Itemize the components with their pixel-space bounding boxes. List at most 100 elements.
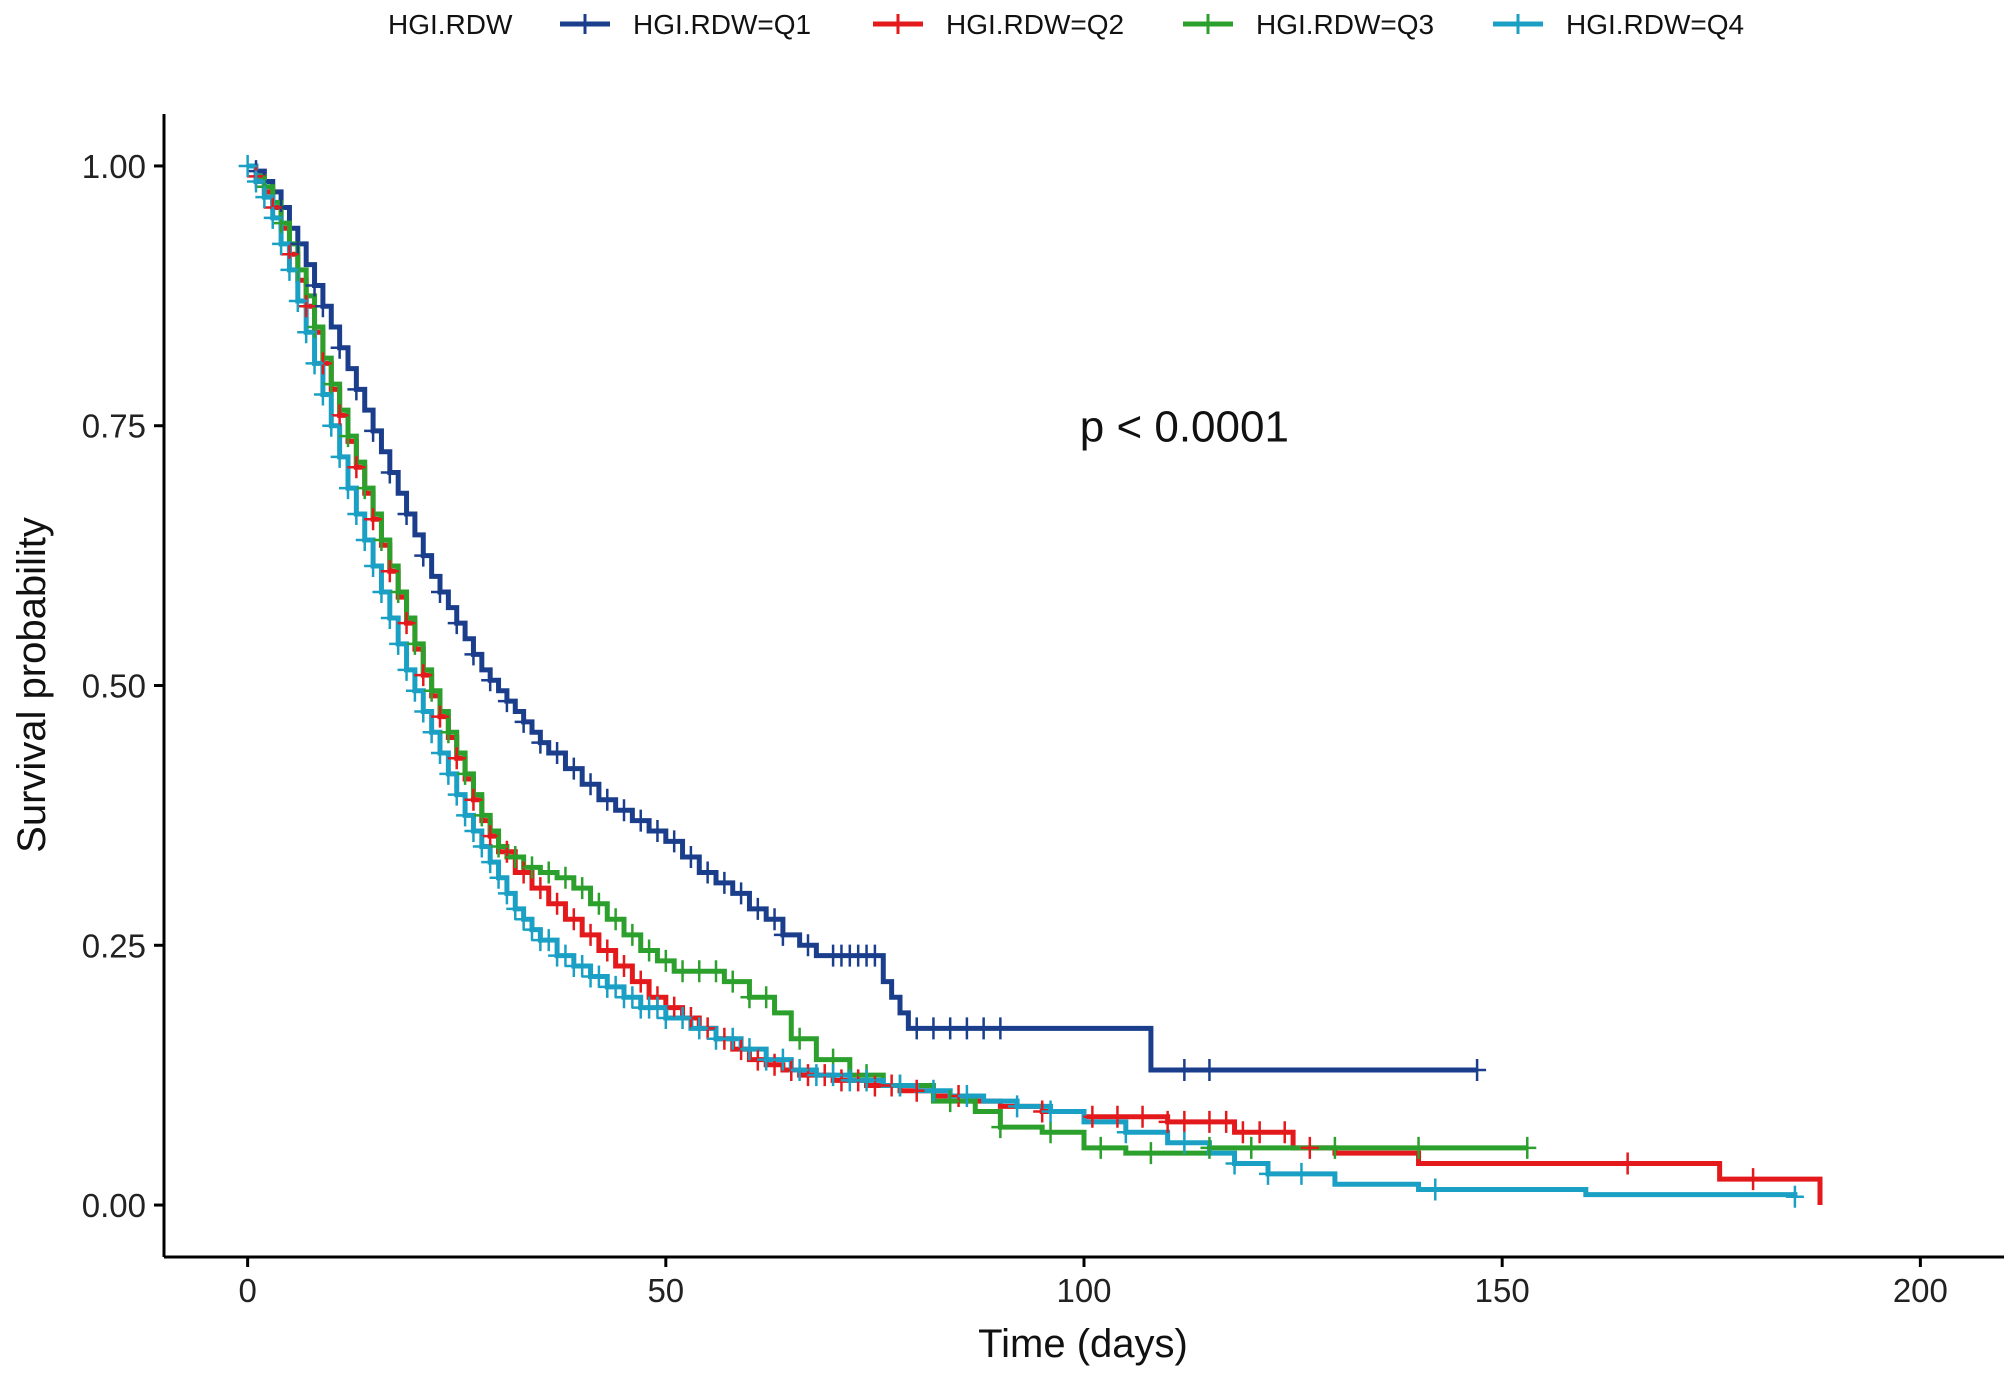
censor-mark [1217, 1110, 1236, 1133]
censor-mark [322, 414, 341, 437]
censor-mark [1242, 1136, 1261, 1159]
censor-mark [773, 1048, 792, 1071]
censor-mark [364, 508, 383, 531]
censor-mark [723, 1027, 742, 1050]
censor-mark [581, 923, 600, 946]
censor-mark [380, 606, 399, 629]
censor-mark [514, 861, 533, 884]
censor-mark [431, 705, 449, 728]
censor-mark [431, 742, 449, 765]
censor-mark [347, 503, 366, 526]
censor-mark [1200, 1058, 1219, 1081]
censor-mark [765, 908, 784, 931]
x-tick-label: 150 [1475, 1272, 1530, 1309]
x-tick-label: 50 [647, 1272, 684, 1309]
legend-item-q1: HGI.RDW=Q1 [560, 9, 811, 40]
censor-mark [598, 788, 617, 811]
censor-mark [757, 1048, 776, 1071]
censor-mark [1259, 1162, 1277, 1185]
censor-mark [372, 580, 391, 603]
censor-mark [548, 742, 567, 765]
x-ticks: 0 50 100 150 200 [238, 1257, 1948, 1309]
censor-mark [472, 835, 491, 858]
censor-mark [1175, 1110, 1194, 1133]
censor-mark [957, 1017, 976, 1040]
censor-mark [489, 866, 508, 889]
censor-mark [464, 643, 483, 666]
censor-mark [623, 923, 642, 946]
censor-mark [514, 710, 533, 733]
censor-marks [238, 154, 1804, 1208]
censor-mark [481, 825, 500, 848]
censor-mark [497, 840, 516, 863]
censor-mark [313, 295, 332, 318]
censor-mark [1518, 1136, 1537, 1159]
censor-mark [1468, 1058, 1487, 1081]
censor-mark [773, 923, 792, 946]
censor-mark [924, 1017, 943, 1040]
censor-mark [1618, 1152, 1637, 1175]
censor-mark [447, 747, 466, 770]
censor-mark [589, 892, 608, 915]
censor-mark [414, 664, 433, 687]
censor-mark [556, 866, 575, 889]
censor-mark [1041, 1121, 1060, 1144]
censor-mark [556, 944, 575, 967]
censor-mark [347, 456, 366, 479]
censor-mark [456, 762, 475, 785]
censor-mark [1141, 1142, 1160, 1165]
censor-mark [740, 986, 759, 1009]
x-tick-label: 200 [1893, 1272, 1948, 1309]
censor-mark [891, 1074, 909, 1097]
censor-mark [1175, 1131, 1194, 1154]
censor-mark [564, 908, 583, 931]
censor-mark [564, 757, 583, 780]
censor-mark [313, 383, 332, 406]
censor-mark [347, 378, 366, 401]
censor-mark [1225, 1152, 1244, 1175]
censor-mark [673, 1007, 692, 1030]
censor-mark [447, 783, 466, 806]
legend-item-q3: HGI.RDW=Q3 [1183, 9, 1434, 40]
censor-mark [907, 1017, 926, 1040]
censor-mark [606, 908, 625, 931]
censor-mark [1108, 1105, 1127, 1128]
censor-mark [364, 419, 383, 442]
censor-mark [665, 830, 684, 853]
censor-mark [255, 186, 274, 209]
censor-mark [757, 986, 776, 1009]
censor-mark [263, 206, 282, 229]
y-tick-label: 1.00 [82, 148, 146, 185]
censor-mark [397, 658, 416, 681]
censor-mark [288, 290, 307, 313]
censor-mark [1275, 1121, 1294, 1144]
censor-mark [272, 232, 291, 255]
censor-mark [539, 861, 558, 884]
censor-mark [288, 232, 307, 255]
censor-mark [439, 721, 458, 744]
censor-mark [573, 877, 592, 900]
censor-mark [573, 955, 592, 978]
censor-mark [615, 955, 633, 978]
censor-mark [648, 819, 667, 842]
legend-item-q2: HGI.RDW=Q2 [873, 9, 1124, 40]
censor-mark [707, 960, 725, 983]
censor-mark [297, 295, 316, 318]
censor-mark [523, 918, 541, 941]
censor-mark [364, 555, 383, 578]
censor-mark [497, 882, 516, 905]
censor-mark [907, 1079, 926, 1102]
censor-mark [414, 544, 433, 567]
censor-mark [941, 1090, 960, 1113]
censor-mark [648, 996, 667, 1019]
censor-mark [238, 154, 257, 177]
censor-mark [372, 529, 391, 552]
censor-mark [481, 669, 500, 692]
censor-mark [807, 1064, 826, 1087]
censor-mark [656, 1007, 675, 1030]
censor-mark [690, 1017, 709, 1040]
censor-mark [405, 632, 424, 655]
x-tick-label: 100 [1056, 1272, 1111, 1309]
censor-mark [531, 731, 550, 754]
censor-mark [723, 970, 742, 993]
